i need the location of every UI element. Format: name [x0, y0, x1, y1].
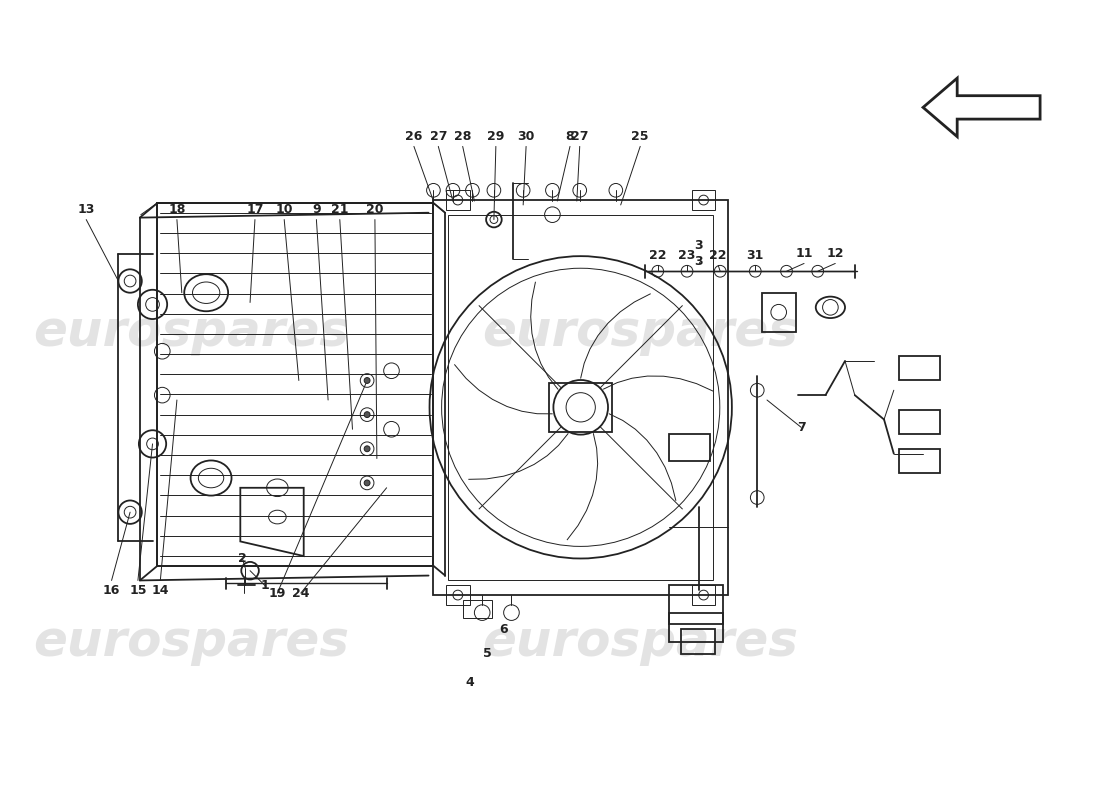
Circle shape — [364, 412, 370, 418]
Text: 16: 16 — [103, 584, 120, 597]
Bar — [463, 600, 492, 618]
Text: 4: 4 — [465, 676, 474, 690]
Circle shape — [364, 480, 370, 486]
Text: eurospares: eurospares — [482, 618, 799, 666]
Polygon shape — [923, 78, 1041, 137]
Text: 3: 3 — [694, 239, 703, 252]
Bar — [762, 293, 796, 332]
Bar — [433, 200, 728, 595]
Text: eurospares: eurospares — [33, 308, 350, 356]
Text: 15: 15 — [129, 584, 146, 597]
Bar — [681, 630, 715, 654]
Text: 18: 18 — [168, 203, 186, 216]
Bar — [670, 434, 711, 462]
Text: 22: 22 — [710, 249, 727, 262]
Text: 7: 7 — [796, 421, 805, 434]
Text: 12: 12 — [826, 247, 844, 260]
Text: 6: 6 — [499, 622, 508, 636]
Text: 1: 1 — [261, 579, 270, 592]
Text: 14: 14 — [152, 584, 169, 597]
Bar — [447, 586, 470, 605]
Text: 24: 24 — [292, 586, 309, 600]
Text: 10: 10 — [275, 203, 293, 216]
Text: 3: 3 — [694, 255, 703, 268]
Text: 22: 22 — [649, 249, 667, 262]
Circle shape — [364, 378, 370, 383]
Text: 19: 19 — [268, 586, 286, 600]
Bar — [899, 356, 939, 381]
Text: 5: 5 — [483, 647, 492, 660]
Bar — [692, 190, 715, 210]
Text: 13: 13 — [77, 203, 95, 216]
Bar — [550, 383, 612, 432]
Text: 31: 31 — [747, 249, 764, 262]
Circle shape — [364, 446, 370, 452]
Text: eurospares: eurospares — [33, 618, 350, 666]
Text: 29: 29 — [487, 130, 505, 143]
Text: 26: 26 — [405, 130, 422, 143]
Bar — [448, 214, 714, 581]
Text: 27: 27 — [571, 130, 588, 143]
Text: 28: 28 — [454, 130, 472, 143]
Bar — [692, 586, 715, 605]
Bar — [670, 613, 723, 642]
Text: 11: 11 — [795, 247, 813, 260]
Bar — [899, 449, 939, 473]
Text: 30: 30 — [517, 130, 535, 143]
Bar — [670, 586, 723, 624]
Text: 20: 20 — [366, 203, 384, 216]
Text: 9: 9 — [312, 203, 321, 216]
Bar — [447, 190, 470, 210]
Text: 17: 17 — [246, 203, 264, 216]
Bar — [899, 410, 939, 434]
Text: 25: 25 — [631, 130, 649, 143]
Text: 2: 2 — [238, 551, 246, 565]
Text: 21: 21 — [331, 203, 349, 216]
Text: 27: 27 — [430, 130, 447, 143]
Text: 8: 8 — [565, 130, 574, 143]
Text: 23: 23 — [679, 249, 695, 262]
Text: eurospares: eurospares — [482, 308, 799, 356]
